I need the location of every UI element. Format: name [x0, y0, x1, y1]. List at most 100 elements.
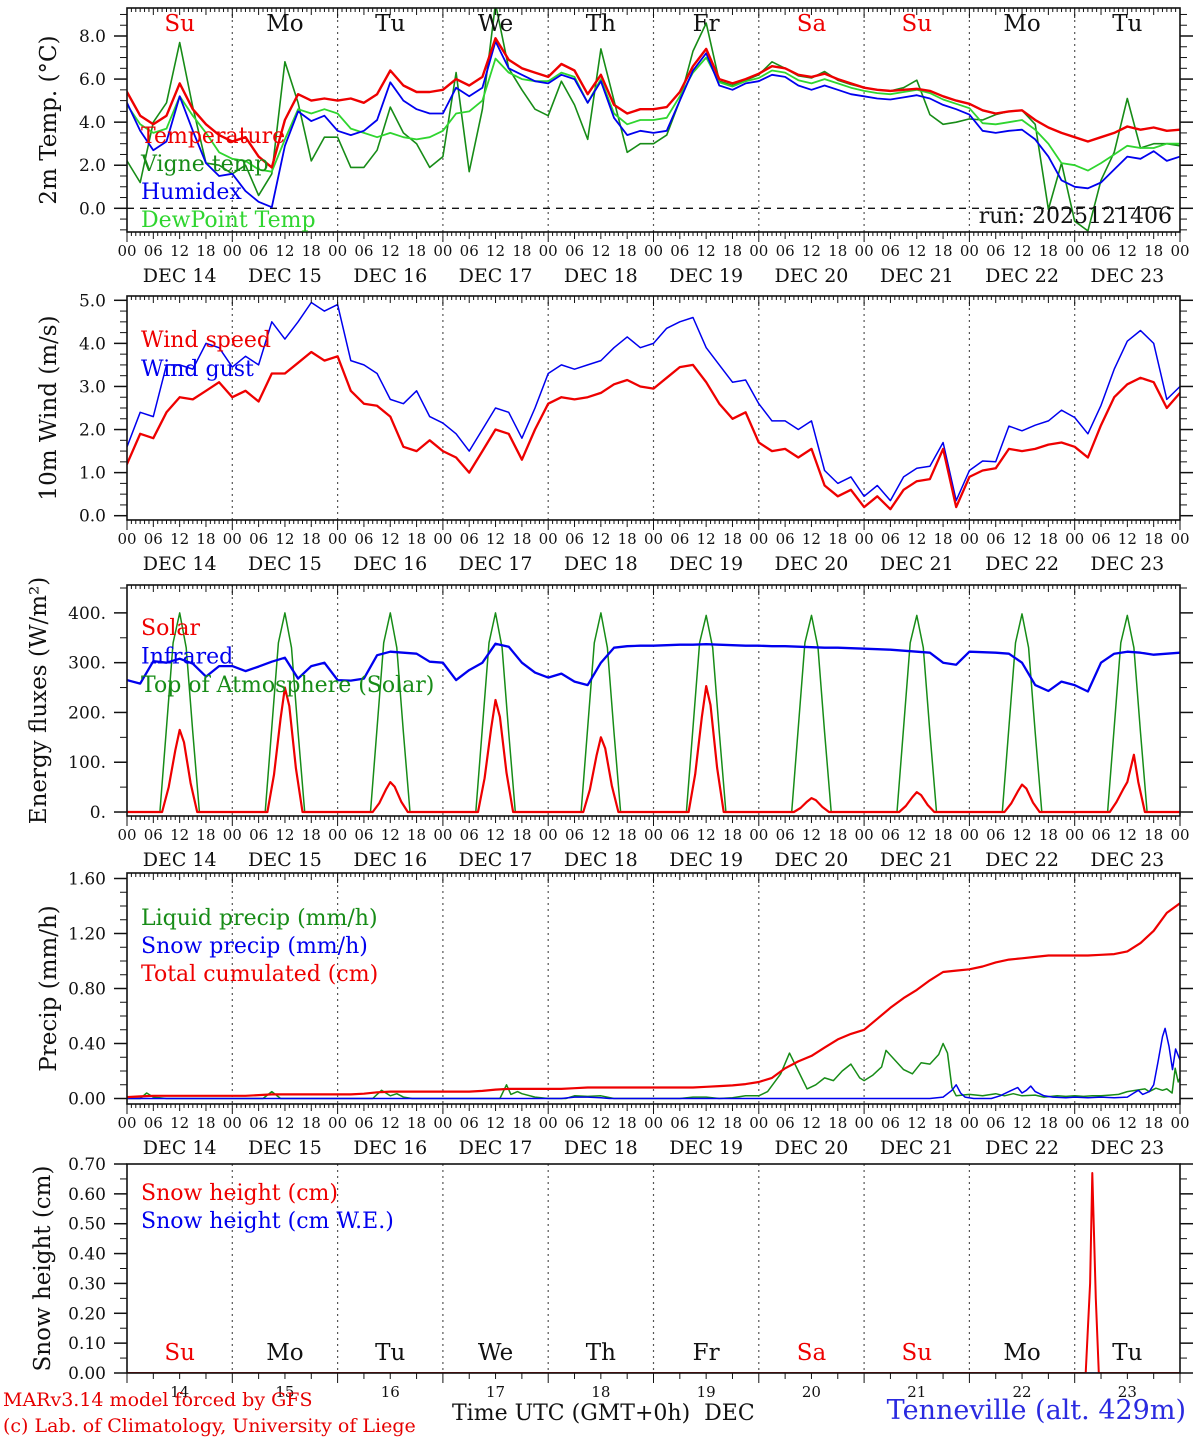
hour-tick-label: 00	[1170, 242, 1189, 260]
dow-label-mo-15: Mo	[266, 1340, 303, 1366]
y-tick-label: 5.0	[79, 291, 106, 311]
hour-tick-label: 12	[907, 1114, 926, 1132]
hour-tick-label: 18	[1144, 1114, 1163, 1132]
hour-tick-label: 00	[117, 1114, 136, 1132]
time-axis-title: Time UTC (GMT+0h) DEC	[452, 1401, 755, 1426]
dow-label-mo-22: Mo	[1003, 11, 1040, 37]
hour-tick-label: 00	[1170, 826, 1189, 844]
y-tick-label: 2.0	[79, 156, 106, 176]
dow-label-we-17: We	[478, 11, 513, 37]
hour-tick-label: 06	[776, 826, 795, 844]
hour-tick-label: 12	[381, 242, 400, 260]
wind-panel: 0.0 1.0 2.0 3.0 4.0 5.0 00 06 12 18 00 06 12 18 00 06 12…	[36, 291, 1193, 575]
legend-vigne-temp: Vigne temp	[140, 152, 269, 177]
hour-tick-label: 00	[1170, 1114, 1189, 1132]
dow-label-mo-15: Mo	[266, 11, 303, 37]
hour-tick-label: 18	[934, 826, 953, 844]
day-date-label: DEC 23	[1090, 265, 1164, 287]
legend-snow-height-cm-w-e: Snow height (cm W.E.)	[141, 1209, 394, 1234]
hour-tick-label: 00	[223, 826, 242, 844]
hour-tick-label: 00	[539, 826, 558, 844]
hour-tick-label: 18	[723, 530, 742, 548]
hour-tick-label: 12	[1013, 826, 1032, 844]
hour-tick-label: 00	[855, 242, 874, 260]
hour-tick-label: 06	[986, 1114, 1005, 1132]
y-tick-label: 6.0	[79, 70, 106, 90]
lab-credit: (c) Lab. of Climatology, University of L…	[3, 1415, 416, 1437]
hour-tick-label: 06	[249, 1114, 268, 1132]
hour-tick-label: 18	[196, 826, 215, 844]
hour-tick-label: 18	[723, 826, 742, 844]
dow-label-sa-20: Sa	[797, 1340, 827, 1366]
hour-tick-label: 12	[275, 530, 294, 548]
hour-tick-label: 18	[828, 530, 847, 548]
y-tick-label: 4.0	[79, 113, 106, 133]
hour-tick-label: 18	[828, 826, 847, 844]
hour-tick-label: 12	[591, 242, 610, 260]
day-date-label: DEC 15	[248, 265, 322, 287]
hour-tick-label: 12	[697, 1114, 716, 1132]
day-date-label: DEC 17	[459, 553, 533, 575]
hour-tick-label: 18	[302, 530, 321, 548]
hour-tick-label: 12	[1118, 242, 1137, 260]
temperature-axis-title: 2m Temp. (°C)	[36, 35, 62, 204]
day-date-label: DEC 22	[985, 265, 1059, 287]
day-date-label: DEC 19	[669, 265, 743, 287]
hour-tick-label: 18	[828, 1114, 847, 1132]
day-date-label: DEC 21	[880, 553, 954, 575]
y-tick-label: 0.00	[68, 1090, 106, 1110]
hour-tick-label: 00	[644, 242, 663, 260]
y-tick-label: 0.10	[68, 1334, 106, 1354]
dow-label-fr-19: Fr	[693, 11, 720, 37]
hour-tick-label: 00	[644, 530, 663, 548]
series-snow-height-line	[127, 1172, 1180, 1373]
day-number-label: 21	[907, 1383, 926, 1401]
series-humidex-line	[127, 40, 1180, 209]
day-date-label: DEC 16	[353, 265, 427, 287]
y-tick-label: 1.60	[68, 870, 106, 890]
hour-tick-label: 00	[328, 1114, 347, 1132]
hour-tick-label: 00	[433, 242, 452, 260]
dow-label-fr-19: Fr	[693, 1340, 720, 1366]
day-date-label: DEC 20	[775, 849, 849, 871]
hour-tick-label: 00	[1065, 242, 1084, 260]
hour-tick-label: 18	[618, 826, 637, 844]
dow-label-we-17: We	[478, 1340, 513, 1366]
hour-tick-label: 06	[565, 530, 584, 548]
day-date-label: DEC 18	[564, 849, 638, 871]
hour-tick-label: 06	[776, 242, 795, 260]
hour-tick-label: 12	[275, 1114, 294, 1132]
y-tick-label: 0.0	[79, 199, 106, 219]
day-date-label: DEC 18	[564, 1137, 638, 1159]
hour-tick-label: 18	[512, 242, 531, 260]
dow-label-tu-23: Tu	[1112, 1340, 1142, 1366]
hour-tick-label: 00	[433, 1114, 452, 1132]
legend-total-cumulated-cm: Total cumulated (cm)	[141, 962, 378, 987]
y-tick-label: 400.	[68, 604, 106, 624]
hour-tick-label: 18	[407, 1114, 426, 1132]
hour-tick-label: 00	[960, 242, 979, 260]
legend-top-of-atmosphere-solar: Top of Atmosphere (Solar)	[141, 673, 434, 698]
hour-tick-label: 12	[381, 530, 400, 548]
series-total-cumulated-line	[127, 902, 1180, 1099]
y-tick-label: 300.	[68, 654, 106, 674]
hour-tick-label: 12	[591, 530, 610, 548]
hour-tick-label: 06	[144, 826, 163, 844]
hour-tick-label: 12	[170, 1114, 189, 1132]
hour-tick-label: 18	[1039, 242, 1058, 260]
hour-tick-label: 06	[881, 1114, 900, 1132]
hour-tick-label: 12	[486, 1114, 505, 1132]
hour-tick-label: 18	[618, 530, 637, 548]
day-date-label: DEC 19	[669, 849, 743, 871]
hour-tick-label: 00	[855, 826, 874, 844]
hour-tick-label: 00	[960, 826, 979, 844]
y-tick-label: 200.	[68, 703, 106, 723]
hour-tick-label: 12	[170, 242, 189, 260]
y-tick-label: 2.0	[79, 421, 106, 441]
hour-tick-label: 18	[934, 242, 953, 260]
hour-tick-label: 00	[328, 242, 347, 260]
hour-tick-label: 12	[697, 826, 716, 844]
hour-tick-label: 00	[117, 242, 136, 260]
wind-frame	[126, 295, 1181, 521]
